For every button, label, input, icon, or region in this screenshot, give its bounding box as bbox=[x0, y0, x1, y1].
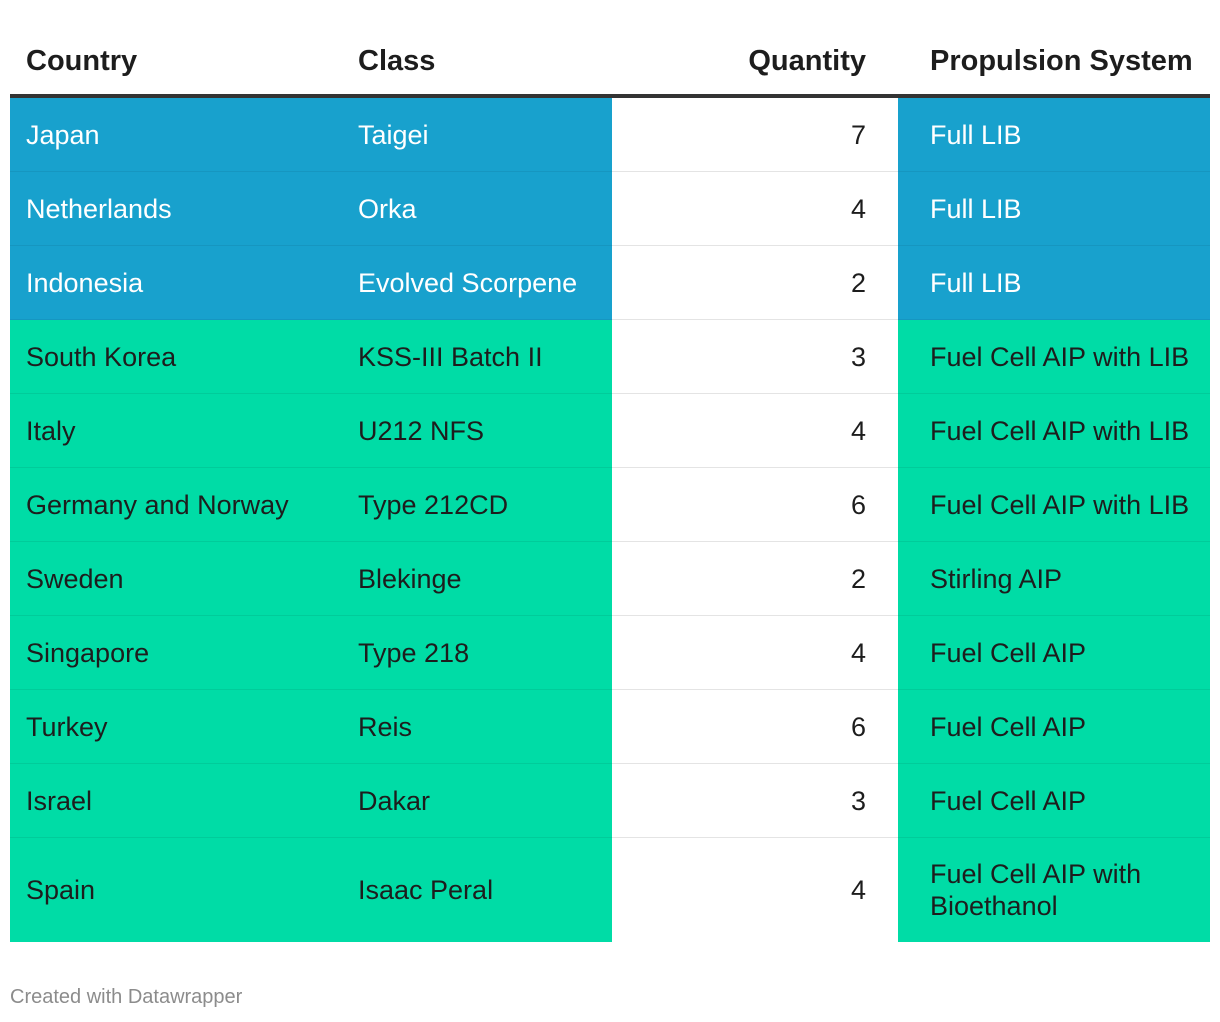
table-row: Italy U212 NFS 4 Fuel Cell AIP with LIB bbox=[10, 394, 1210, 468]
table-row: South Korea KSS-III Batch II 3 Fuel Cell… bbox=[10, 320, 1210, 394]
cell-class: Type 218 bbox=[342, 616, 612, 690]
cell-quantity: 6 bbox=[612, 468, 898, 542]
table-row: Sweden Blekinge 2 Stirling AIP bbox=[10, 542, 1210, 616]
header-propulsion-system[interactable]: Propulsion System bbox=[930, 45, 1193, 77]
cell-propulsion: Fuel Cell AIP bbox=[898, 616, 1210, 690]
cell-class: Taigei bbox=[342, 98, 612, 172]
cell-propulsion: Fuel Cell AIP with LIB bbox=[898, 320, 1210, 394]
table-row: Netherlands Orka 4 Full LIB bbox=[10, 172, 1210, 246]
cell-class: Orka bbox=[342, 172, 612, 246]
cell-propulsion: Fuel Cell AIP with Bioethanol bbox=[898, 838, 1210, 942]
table-row: Singapore Type 218 4 Fuel Cell AIP bbox=[10, 616, 1210, 690]
cell-country: Italy bbox=[10, 394, 342, 468]
cell-class: Dakar bbox=[342, 764, 612, 838]
cell-country: Japan bbox=[10, 98, 342, 172]
cell-country: Turkey bbox=[10, 690, 342, 764]
cell-quantity: 3 bbox=[612, 320, 898, 394]
table-header: Country Class Quantity Propulsion System bbox=[10, 28, 1210, 98]
submarine-table: Country Class Quantity Propulsion System… bbox=[10, 28, 1210, 942]
cell-country: Singapore bbox=[10, 616, 342, 690]
datawrapper-credit: Created with Datawrapper bbox=[10, 986, 243, 1008]
cell-quantity: 4 bbox=[612, 616, 898, 690]
cell-quantity: 4 bbox=[612, 838, 898, 942]
cell-class: Isaac Peral bbox=[342, 838, 612, 942]
table-row: Turkey Reis 6 Fuel Cell AIP bbox=[10, 690, 1210, 764]
cell-class: U212 NFS bbox=[342, 394, 612, 468]
cell-quantity: 7 bbox=[612, 98, 898, 172]
table-row: Spain Isaac Peral 4 Fuel Cell AIP with B… bbox=[10, 838, 1210, 942]
cell-quantity: 6 bbox=[612, 690, 898, 764]
cell-propulsion: Full LIB bbox=[898, 246, 1210, 320]
table-row: Germany and Norway Type 212CD 6 Fuel Cel… bbox=[10, 468, 1210, 542]
cell-quantity: 3 bbox=[612, 764, 898, 838]
cell-quantity: 2 bbox=[612, 542, 898, 616]
cell-country: Germany and Norway bbox=[10, 468, 342, 542]
cell-country: Sweden bbox=[10, 542, 342, 616]
cell-class: Evolved Scorpene bbox=[342, 246, 612, 320]
cell-country: Spain bbox=[10, 838, 342, 942]
cell-country: South Korea bbox=[10, 320, 342, 394]
table-row: Japan Taigei 7 Full LIB bbox=[10, 98, 1210, 172]
cell-propulsion: Fuel Cell AIP with LIB bbox=[898, 468, 1210, 542]
table-row: Indonesia Evolved Scorpene 2 Full LIB bbox=[10, 246, 1210, 320]
cell-class: Type 212CD bbox=[342, 468, 612, 542]
cell-quantity: 4 bbox=[612, 394, 898, 468]
cell-propulsion: Fuel Cell AIP bbox=[898, 690, 1210, 764]
header-country[interactable]: Country bbox=[26, 45, 138, 77]
cell-propulsion: Fuel Cell AIP bbox=[898, 764, 1210, 838]
header-class[interactable]: Class bbox=[358, 45, 436, 77]
cell-quantity: 4 bbox=[612, 172, 898, 246]
cell-class: Blekinge bbox=[342, 542, 612, 616]
cell-propulsion: Full LIB bbox=[898, 98, 1210, 172]
cell-class: KSS-III Batch II bbox=[342, 320, 612, 394]
cell-country: Indonesia bbox=[10, 246, 342, 320]
cell-propulsion: Stirling AIP bbox=[898, 542, 1210, 616]
cell-country: Netherlands bbox=[10, 172, 342, 246]
cell-propulsion: Full LIB bbox=[898, 172, 1210, 246]
cell-country: Israel bbox=[10, 764, 342, 838]
cell-class: Reis bbox=[342, 690, 612, 764]
cell-propulsion: Fuel Cell AIP with LIB bbox=[898, 394, 1210, 468]
cell-quantity: 2 bbox=[612, 246, 898, 320]
table-row: Israel Dakar 3 Fuel Cell AIP bbox=[10, 764, 1210, 838]
header-quantity[interactable]: Quantity bbox=[748, 45, 866, 77]
